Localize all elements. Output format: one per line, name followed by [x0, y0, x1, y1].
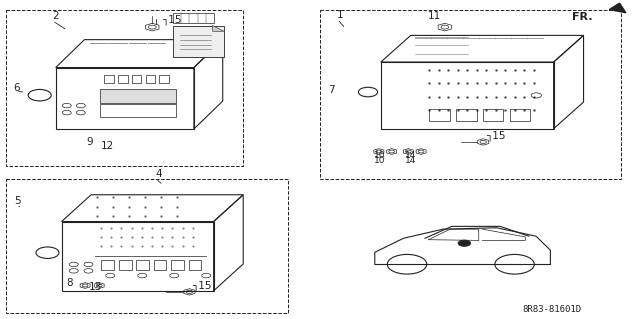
- Bar: [56, 68, 194, 129]
- Bar: [173, 13, 214, 23]
- Circle shape: [458, 240, 471, 246]
- Text: 14: 14: [404, 151, 416, 160]
- Bar: [429, 109, 450, 121]
- Text: ┐15: ┐15: [486, 131, 506, 141]
- Text: FR.: FR.: [572, 11, 593, 22]
- Text: ┐15: ┐15: [192, 280, 211, 291]
- Bar: [100, 104, 176, 117]
- Text: 12: 12: [101, 141, 115, 151]
- Bar: [132, 75, 141, 83]
- Polygon shape: [609, 3, 626, 13]
- Text: 14: 14: [404, 156, 416, 165]
- Bar: [118, 75, 127, 83]
- Bar: [154, 260, 166, 270]
- Bar: [104, 75, 114, 83]
- Bar: [381, 62, 554, 129]
- Text: 6: 6: [13, 83, 19, 93]
- Bar: [100, 89, 176, 102]
- Text: 5: 5: [14, 196, 20, 206]
- Bar: [159, 75, 169, 83]
- Text: 10: 10: [374, 156, 386, 165]
- Polygon shape: [212, 26, 224, 31]
- Bar: [173, 26, 224, 57]
- Bar: [189, 260, 202, 270]
- Bar: [456, 109, 477, 121]
- Bar: [483, 109, 504, 121]
- Text: 4: 4: [156, 169, 162, 179]
- Bar: [145, 75, 156, 83]
- Bar: [136, 260, 149, 270]
- Text: 9: 9: [86, 137, 93, 147]
- Bar: [101, 260, 114, 270]
- Bar: [171, 260, 184, 270]
- Text: 8: 8: [66, 278, 72, 287]
- Text: 10: 10: [374, 151, 386, 160]
- Bar: [61, 221, 214, 291]
- Text: ┐15: ┐15: [162, 15, 181, 26]
- Text: 8R83-81601D: 8R83-81601D: [522, 305, 581, 314]
- Text: 11: 11: [428, 11, 441, 21]
- Bar: [509, 109, 531, 121]
- Text: 7: 7: [328, 85, 335, 94]
- Text: 1: 1: [337, 10, 344, 19]
- Text: 13: 13: [88, 282, 102, 292]
- Text: 2: 2: [52, 11, 59, 21]
- Bar: [118, 260, 131, 270]
